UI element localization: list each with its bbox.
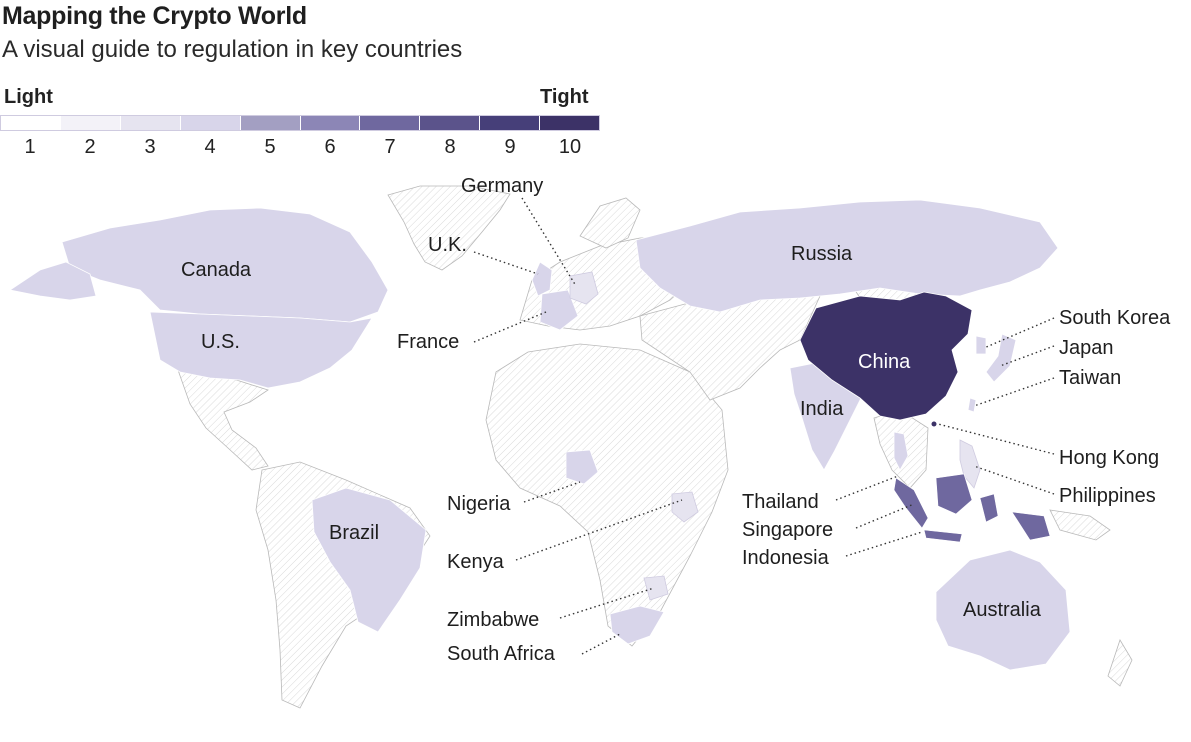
label-india: India — [800, 398, 844, 420]
legend-low-label: Light — [4, 86, 53, 108]
legend-swatch-7 — [360, 116, 421, 130]
indonesia-leader — [845, 531, 923, 557]
legend-swatch-3 — [120, 116, 181, 130]
legend-color-scale — [0, 115, 600, 131]
legend-swatch-9 — [480, 116, 541, 130]
south-africa-leader — [581, 633, 621, 655]
sumatra-shape — [893, 477, 929, 529]
label-south-africa: South Africa — [447, 643, 556, 665]
legend-level-4: 4 — [204, 136, 216, 158]
label-russia: Russia — [791, 243, 853, 265]
legend-high-label: Tight — [540, 86, 589, 108]
leader-lines — [473, 197, 1055, 655]
hong-kong-leader — [937, 423, 1055, 455]
nigeria-shape — [565, 449, 599, 485]
uk-shape — [531, 261, 553, 297]
south-korea-leader — [983, 317, 1055, 349]
page-subtitle: A visual guide to regulation in key coun… — [2, 36, 463, 63]
label-thailand: Thailand — [742, 491, 819, 513]
level-4-countries — [8, 199, 1071, 671]
hong-kong-dot — [931, 421, 937, 427]
kenya-shape — [671, 491, 699, 523]
level-3-countries — [569, 271, 981, 601]
borneo-shape — [935, 473, 973, 515]
philippines-shape — [959, 439, 981, 489]
us-shape — [149, 311, 373, 389]
label-china: China — [858, 351, 911, 373]
label-germany: Germany — [461, 175, 543, 197]
brazil-shape — [311, 487, 427, 633]
japan-shape — [985, 333, 1017, 383]
zimbabwe-shape — [643, 575, 669, 601]
label-us: U.S. — [201, 331, 240, 353]
legend-level-1: 1 — [24, 136, 36, 158]
country-labels: Canada U.S. Brazil Germany U.K. France R… — [181, 175, 1171, 665]
label-taiwan: Taiwan — [1059, 367, 1121, 389]
label-france: France — [397, 331, 459, 353]
label-zimbabwe: Zimbabwe — [447, 609, 539, 631]
mexico-central-america-shape — [177, 369, 269, 471]
singapore-leader — [855, 503, 915, 529]
thailand-shape — [893, 431, 909, 471]
france-shape — [539, 289, 579, 331]
legend-level-8: 8 — [444, 136, 456, 158]
taiwan-leader — [973, 377, 1055, 407]
label-canada: Canada — [181, 259, 252, 281]
legend-level-5: 5 — [264, 136, 276, 158]
thailand-leader — [835, 475, 899, 501]
philippines-leader — [973, 465, 1055, 495]
label-brazil: Brazil — [329, 522, 379, 544]
label-indonesia: Indonesia — [742, 547, 830, 569]
sulawesi-shape — [979, 493, 999, 523]
legend-level-7: 7 — [384, 136, 396, 158]
australia-shape — [935, 549, 1071, 671]
label-south-korea: South Korea — [1059, 307, 1171, 329]
label-singapore: Singapore — [742, 519, 833, 541]
label-hong-kong: Hong Kong — [1059, 447, 1159, 469]
south-africa-shape — [609, 605, 665, 645]
label-japan: Japan — [1059, 337, 1114, 359]
scandinavia-shape — [579, 197, 641, 249]
legend-level-2: 2 — [84, 136, 96, 158]
legend-level-10: 10 — [558, 136, 582, 158]
java-shape — [923, 529, 963, 543]
new-guinea-shape — [1049, 509, 1111, 541]
legend-swatch-5 — [240, 116, 301, 130]
singapore-dot — [913, 499, 919, 505]
indonesia-shapes — [893, 473, 1051, 543]
new-zealand-shape — [1107, 639, 1133, 687]
legend-level-9: 9 — [504, 136, 516, 158]
legend-swatch-4 — [180, 116, 241, 130]
greenland-shape — [387, 185, 511, 271]
alaska-shape — [8, 261, 97, 301]
legend-swatch-8 — [420, 116, 481, 130]
papua-west-shape — [1011, 511, 1051, 541]
germany-leader — [521, 197, 577, 287]
taiwan-shape — [967, 397, 977, 413]
label-australia: Australia — [963, 599, 1042, 621]
zimbabwe-leader — [559, 587, 655, 619]
legend-swatch-6 — [300, 116, 361, 130]
label-philippines: Philippines — [1059, 485, 1156, 507]
legend-swatch-10 — [540, 116, 600, 130]
china-shape — [799, 291, 973, 421]
legend-swatch-2 — [60, 116, 121, 130]
germany-shape — [569, 271, 599, 305]
south-korea-shape — [975, 335, 987, 355]
legend-swatch-1 — [1, 116, 61, 130]
nigeria-leader — [523, 481, 581, 503]
canada-shape — [61, 207, 389, 323]
label-uk: U.K. — [428, 234, 467, 256]
uk-leader — [473, 251, 539, 275]
japan-leader — [999, 345, 1055, 367]
label-nigeria: Nigeria — [447, 493, 511, 515]
russia-shape — [635, 199, 1059, 313]
label-kenya: Kenya — [447, 551, 505, 573]
legend-level-6: 6 — [324, 136, 336, 158]
legend-level-3: 3 — [144, 136, 156, 158]
page-title: Mapping the Crypto World — [2, 2, 307, 30]
